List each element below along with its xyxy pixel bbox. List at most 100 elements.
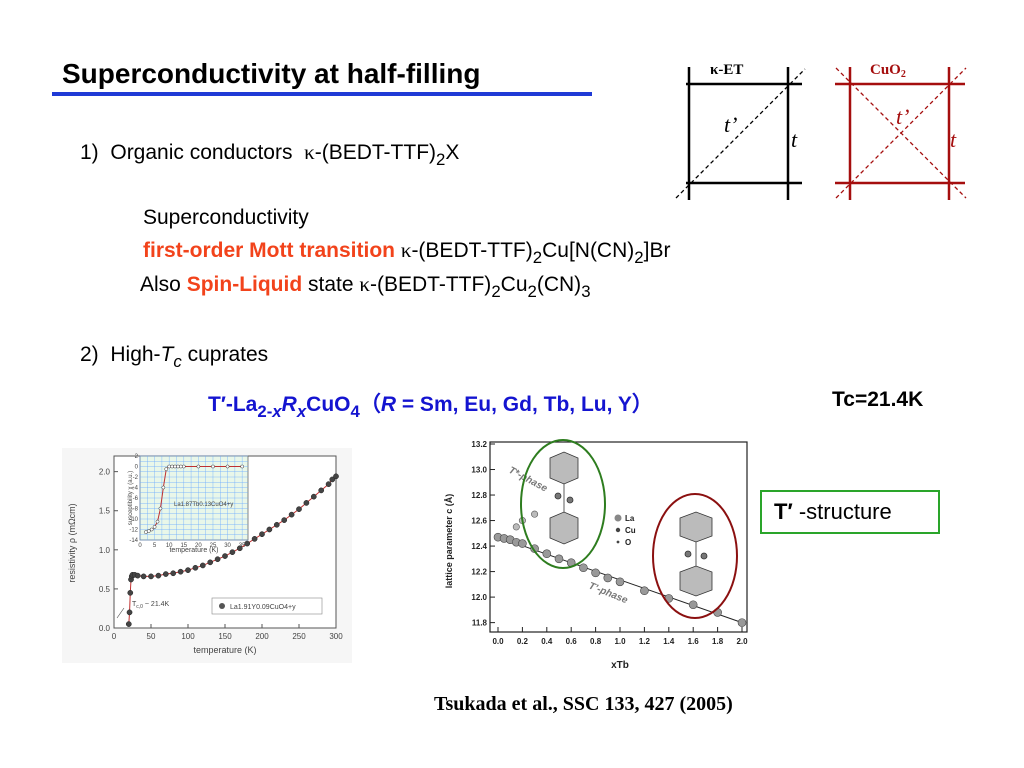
right-xtick-label: 1.0 bbox=[614, 637, 626, 646]
resistivity-point bbox=[288, 511, 295, 518]
resistivity-point bbox=[177, 568, 184, 575]
item-1-formula-end: X bbox=[445, 141, 460, 164]
citation: Tsukada et al., SSC 133, 427 (2005) bbox=[434, 693, 733, 715]
resistivity-point bbox=[127, 589, 134, 596]
left-ytick-label: 0.5 bbox=[99, 585, 111, 594]
susceptibility-point bbox=[196, 464, 201, 469]
inset-ytick-label: -6 bbox=[133, 496, 139, 502]
susceptibility-point bbox=[155, 519, 160, 524]
cuo2-label: CuO2 bbox=[870, 62, 906, 80]
cuo2-lattice: CuO2 t’ t bbox=[835, 62, 967, 200]
right-xtick-label: 1.6 bbox=[688, 637, 700, 646]
resistivity-point bbox=[155, 572, 162, 579]
tc-annotation: Tc,0 ~ 21.4K bbox=[132, 601, 170, 610]
resistivity-point bbox=[329, 476, 336, 483]
inset-xtick-label: 30 bbox=[224, 543, 231, 549]
item-1-text: Organic conductors bbox=[110, 141, 293, 164]
lattice-point-tstar bbox=[531, 510, 539, 518]
t-prime-structure-circle bbox=[652, 493, 738, 619]
formula-part: -(BEDT-TTF) bbox=[370, 273, 492, 296]
resistivity-point bbox=[318, 487, 325, 494]
resistivity-point bbox=[244, 540, 251, 547]
inset-ylabel: susceptibility χ (a.u.) bbox=[128, 471, 134, 526]
cuo2-tprime: t’ bbox=[896, 104, 909, 129]
item-1: 1) Organic conductors κ-(BEDT-TTF)2X bbox=[80, 140, 459, 170]
susceptibility-point bbox=[240, 464, 245, 469]
resistivity-point bbox=[333, 473, 339, 480]
t-star-crystal-icon bbox=[549, 451, 579, 545]
subscript: 2 bbox=[532, 247, 543, 267]
formula-list: = Sm, Eu, Gd, Tb, Lu, Y） bbox=[396, 393, 653, 416]
right-xtick-label: 1.8 bbox=[712, 637, 724, 646]
lattice-point bbox=[554, 554, 564, 564]
item-2-number: 2) bbox=[80, 343, 99, 366]
left-xtick-label: 150 bbox=[218, 632, 232, 641]
inset-ytick-label: 0 bbox=[135, 465, 139, 471]
lattice-point bbox=[591, 568, 600, 578]
left-xlabel: temperature (K) bbox=[193, 645, 256, 655]
subscript: 4 bbox=[350, 401, 360, 421]
cuprate-formula: T′-La2-xRxCuO4（R = Sm, Eu, Gd, Tb, Lu, Y… bbox=[208, 388, 653, 422]
resistivity-point bbox=[170, 570, 177, 577]
subscript: 2 bbox=[491, 281, 501, 301]
item-2-post: cuprates bbox=[187, 343, 269, 366]
superconductivity-label: Superconductivity bbox=[143, 206, 309, 229]
resistivity-point bbox=[207, 559, 214, 566]
right-xtick-label: 0.0 bbox=[492, 637, 504, 646]
right-ytick-label: 12.0 bbox=[471, 593, 487, 602]
left-ytick-label: 0.0 bbox=[99, 624, 111, 633]
t-prime-symbol: T′ bbox=[774, 499, 793, 524]
susceptibility-point bbox=[211, 464, 215, 469]
legend-o: O bbox=[625, 538, 631, 547]
resistivity-point bbox=[125, 621, 132, 627]
formula-part: (CN) bbox=[536, 273, 582, 296]
inset-ytick-label: -2 bbox=[133, 475, 139, 481]
inset-ytick-label: -12 bbox=[129, 528, 138, 534]
susceptibility-point bbox=[161, 485, 166, 490]
right-xtick-label: 1.4 bbox=[663, 637, 675, 646]
lattice-point bbox=[688, 600, 698, 610]
left-xtick-label: 300 bbox=[329, 632, 343, 641]
resistivity-point bbox=[266, 526, 273, 533]
kappa-symbol: κ bbox=[359, 272, 370, 296]
subscript: 2 bbox=[527, 281, 537, 301]
inset-legend: La1.87Tb0.13CuO4+y bbox=[174, 502, 233, 508]
resistivity-point bbox=[296, 506, 302, 513]
resistivity-point bbox=[148, 573, 154, 580]
formula-R: R bbox=[281, 393, 297, 416]
subscript: 2 bbox=[436, 149, 446, 169]
susceptibility-point bbox=[152, 525, 157, 529]
inset-ytick-label: -8 bbox=[133, 507, 139, 513]
left-ytick-label: 1.0 bbox=[99, 546, 111, 555]
resistivity-point bbox=[251, 536, 258, 542]
left-xtick-label: 50 bbox=[147, 632, 156, 641]
t-prime-label: -structure bbox=[792, 499, 892, 524]
cuo2-t: t bbox=[950, 127, 957, 152]
item-1-formula: -(BEDT-TTF) bbox=[314, 141, 437, 164]
right-ylabel: lattice parameter c (Å) bbox=[444, 494, 454, 589]
inset-xtick-label: 10 bbox=[166, 543, 173, 549]
formula-part: -(BEDT-TTF) bbox=[411, 239, 533, 262]
formula-part: T′-La bbox=[208, 393, 258, 416]
resistivity-chart: resistivity ρ (mΩcm) temperature (K) 0.0… bbox=[62, 448, 352, 663]
inset-ytick-label: -4 bbox=[133, 486, 139, 492]
ket-tprime: t’ bbox=[724, 112, 737, 137]
resistivity-point bbox=[222, 553, 228, 559]
inset-xtick-label: 25 bbox=[210, 543, 217, 549]
resistivity-point bbox=[126, 609, 133, 616]
right-ytick-label: 11.8 bbox=[472, 619, 488, 628]
item-1-number: 1) bbox=[80, 141, 99, 164]
spin-liquid-text: Spin-Liquid bbox=[186, 273, 303, 296]
right-xtick-label: 1.2 bbox=[639, 637, 651, 646]
lattice-point bbox=[603, 573, 613, 583]
state-text: state bbox=[308, 273, 354, 296]
resistivity-point bbox=[259, 531, 265, 538]
inset-ytick-label: -10 bbox=[129, 517, 138, 523]
atom-legend: La Cu O bbox=[614, 514, 636, 547]
right-ytick-label: 12.2 bbox=[471, 568, 487, 577]
right-ytick-label: 12.8 bbox=[471, 491, 487, 500]
left-xtick-label: 250 bbox=[292, 632, 306, 641]
formula-part: Cu bbox=[500, 273, 528, 296]
legend-cu: Cu bbox=[625, 526, 636, 535]
susceptibility-point bbox=[181, 464, 186, 469]
